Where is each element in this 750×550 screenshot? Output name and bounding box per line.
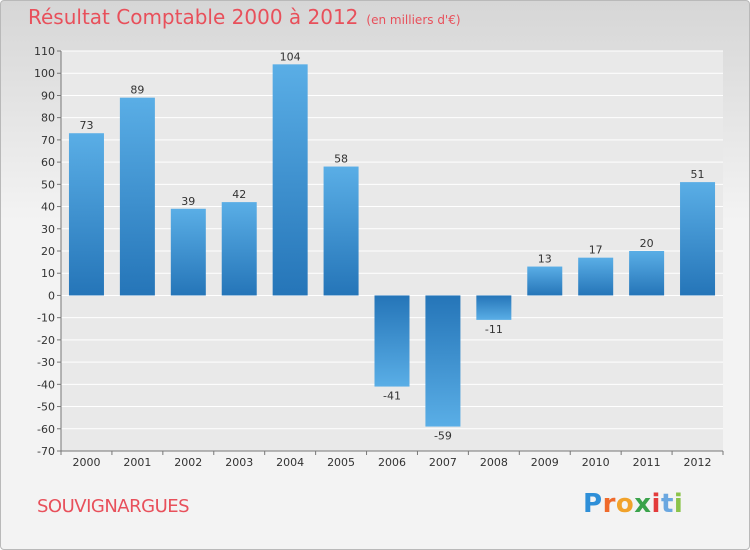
x-tick-label: 2012 [684, 456, 712, 469]
logo-letter: o [615, 489, 635, 519]
logo-letter: x [634, 489, 652, 519]
data-label: 73 [79, 119, 93, 132]
data-label: 42 [232, 188, 246, 201]
data-label: -41 [383, 390, 401, 403]
y-tick-label: 100 [34, 67, 55, 80]
y-tick-label: -40 [37, 378, 55, 391]
data-label: -59 [434, 430, 452, 443]
x-tick-label: 2005 [327, 456, 355, 469]
y-tick-label: 0 [48, 289, 55, 302]
bar-2007 [425, 295, 461, 427]
data-label: 20 [640, 237, 654, 250]
x-tick-label: 2000 [72, 456, 100, 469]
bar-2005 [323, 166, 359, 296]
y-tick-label: -50 [37, 401, 55, 414]
x-tick-label: 2004 [276, 456, 304, 469]
bar-2010 [578, 257, 614, 296]
commune-name: SOUVIGNARGUES [37, 496, 190, 517]
x-tick-label: 2010 [582, 456, 610, 469]
y-tick-label: -20 [37, 334, 55, 347]
x-tick-label: 2002 [174, 456, 202, 469]
y-tick-label: 50 [41, 178, 55, 191]
axes-group: 1101009080706050403020100-10-20-30-40-50… [34, 45, 724, 469]
y-tick-label: 80 [41, 112, 55, 125]
bar-2008 [476, 295, 512, 320]
data-label: 13 [538, 253, 552, 266]
bar-2002 [170, 208, 206, 296]
bar-2001 [119, 97, 155, 296]
x-tick-label: 2007 [429, 456, 457, 469]
bars-group [68, 64, 716, 427]
y-tick-label: 40 [41, 201, 55, 214]
bar-2004 [272, 64, 308, 296]
y-tick-label: 60 [41, 156, 55, 169]
chart-subtitle: (en milliers d'€) [366, 13, 461, 27]
chart-title: Résultat Comptable 2000 à 2012 (en millie… [28, 5, 461, 29]
proxiti-logo: Proxiti [583, 489, 683, 519]
data-label: 58 [334, 153, 348, 166]
data-label: 39 [181, 195, 195, 208]
data-labels-group: 73 89 39 42 104 58 -41 -59 -11 13 17 20 51 [79, 50, 704, 442]
logo-letter: i [651, 489, 661, 519]
x-tick-label: 2001 [123, 456, 151, 469]
x-tick-label: 2009 [531, 456, 559, 469]
y-tick-label: -60 [37, 423, 55, 436]
title-text: Résultat Comptable 2000 à 2012 [28, 5, 359, 29]
x-tick-label: 2011 [633, 456, 661, 469]
bar-2011 [629, 251, 665, 296]
bar-2000 [68, 133, 104, 296]
data-label: 17 [589, 244, 603, 257]
x-tick-label: 2008 [480, 456, 508, 469]
y-tick-label: -70 [37, 445, 55, 458]
y-tick-label: 30 [41, 223, 55, 236]
data-label: -11 [485, 323, 503, 336]
logo-letter: i [673, 489, 684, 519]
bar-2009 [527, 266, 563, 296]
logo-letter: r [602, 489, 616, 519]
gridlines [61, 50, 723, 452]
y-tick-label: 110 [34, 45, 55, 58]
logo-letter: t [660, 489, 674, 519]
data-label: 89 [130, 84, 144, 97]
y-tick-label: -10 [37, 312, 55, 325]
data-label: 104 [280, 50, 301, 63]
y-tick-label: -30 [37, 356, 55, 369]
bar-2006 [374, 295, 410, 387]
y-tick-label: 70 [41, 134, 55, 147]
bar-2012 [680, 182, 716, 296]
y-tick-label: 90 [41, 89, 55, 102]
x-tick-label: 2003 [225, 456, 253, 469]
y-tick-label: 10 [41, 267, 55, 280]
y-tick-label: 20 [41, 245, 55, 258]
bar-2003 [221, 202, 257, 296]
data-label: 51 [691, 168, 705, 181]
logo-letter: P [583, 489, 603, 519]
x-tick-label: 2006 [378, 456, 406, 469]
